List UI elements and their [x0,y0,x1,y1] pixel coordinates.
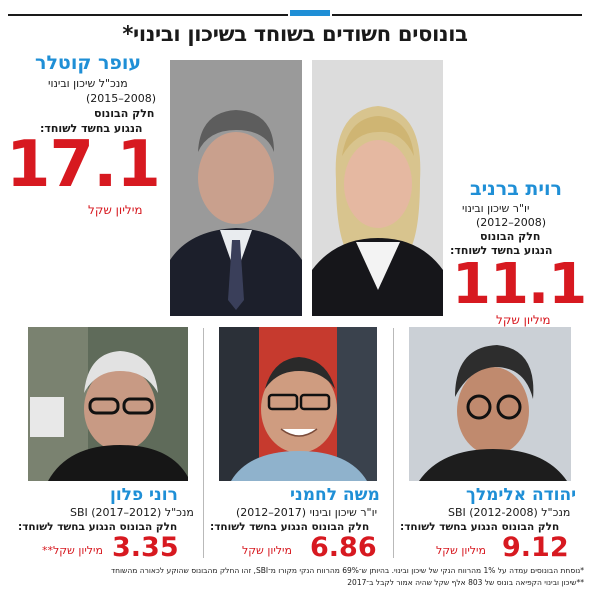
role-elimelech: מנכ"ל SBI (2012-2008) [448,506,571,519]
photo-lahmani [219,327,377,481]
label-barniv-1: חלק הבונוס [480,230,541,243]
role-palon: מנכ"ל SBI (2017–2012) [70,506,194,519]
name-barniv: רוית ברניב [470,178,562,200]
footnote-2: **שיכון ובינוי הקפיאה בונוס של 803 אלף ש… [347,578,584,587]
role-kotler: מנכ"ל שיכון ובינוי [48,77,128,90]
amount-elimelech: 9.12 [502,532,569,563]
name-palon: רוני פלון [110,485,178,505]
unit-kotler: מיליון שקל [88,203,143,217]
unit-lahmani: מיליון שקל [242,544,292,557]
photo-elimelech [409,327,571,481]
divider-right [393,328,394,558]
page-title: בונוסים חשודים בשוחד בשיכון ובינוי* [122,22,468,46]
role-lahmani: יו"ר שיכון ובינוי (2017–2012) [236,506,378,519]
unit-palon: מיליון שקל** [42,544,103,557]
amount-palon: 3.35 [112,532,179,563]
divider-left [203,328,204,558]
photo-kotler [170,60,302,316]
footnote-1: *נוסחת הבונוסים עמדה על 1% מהרווח הנקי ש… [111,566,584,575]
role-barniv: יו"ר שיכון ובינוי [462,202,530,215]
amount-barniv: 11.1 [452,252,587,317]
label-elimelech: חלק הבונוס הנגוע בחשד לשוחד: [400,521,560,533]
label-kotler-2: הנגוע בחשד לשוחד: [40,122,143,135]
photo-palon [28,327,188,481]
years-barniv: (2012–2008) [476,216,547,229]
amount-lahmani: 6.86 [310,532,377,563]
unit-barniv: מיליון שקל [496,313,551,327]
header-rule-left [8,14,288,16]
photo-barniv [312,60,443,316]
unit-elimelech: מיליון שקל [436,544,486,557]
label-barniv-2: הנגוע בחשד לשוחד: [450,244,553,257]
amount-kotler: 17.1 [6,128,161,202]
label-lahmani: חלק הבונוס הנגוע בחשד לשוחד: [210,521,370,533]
label-palon: חלק הבונוס הנגוע בחשד לשוחד: [18,521,178,533]
label-kotler-1: חלק הבונוס [94,107,155,120]
header-accent-bar [290,10,330,16]
header-rule-right [332,14,582,16]
name-kotler: עופר קוטלר [35,52,142,74]
name-elimelech: יהודה אלימלך [466,485,577,505]
name-lahmani: משה לחמני [290,485,380,505]
years-kotler: (2015–2008) [86,92,157,105]
